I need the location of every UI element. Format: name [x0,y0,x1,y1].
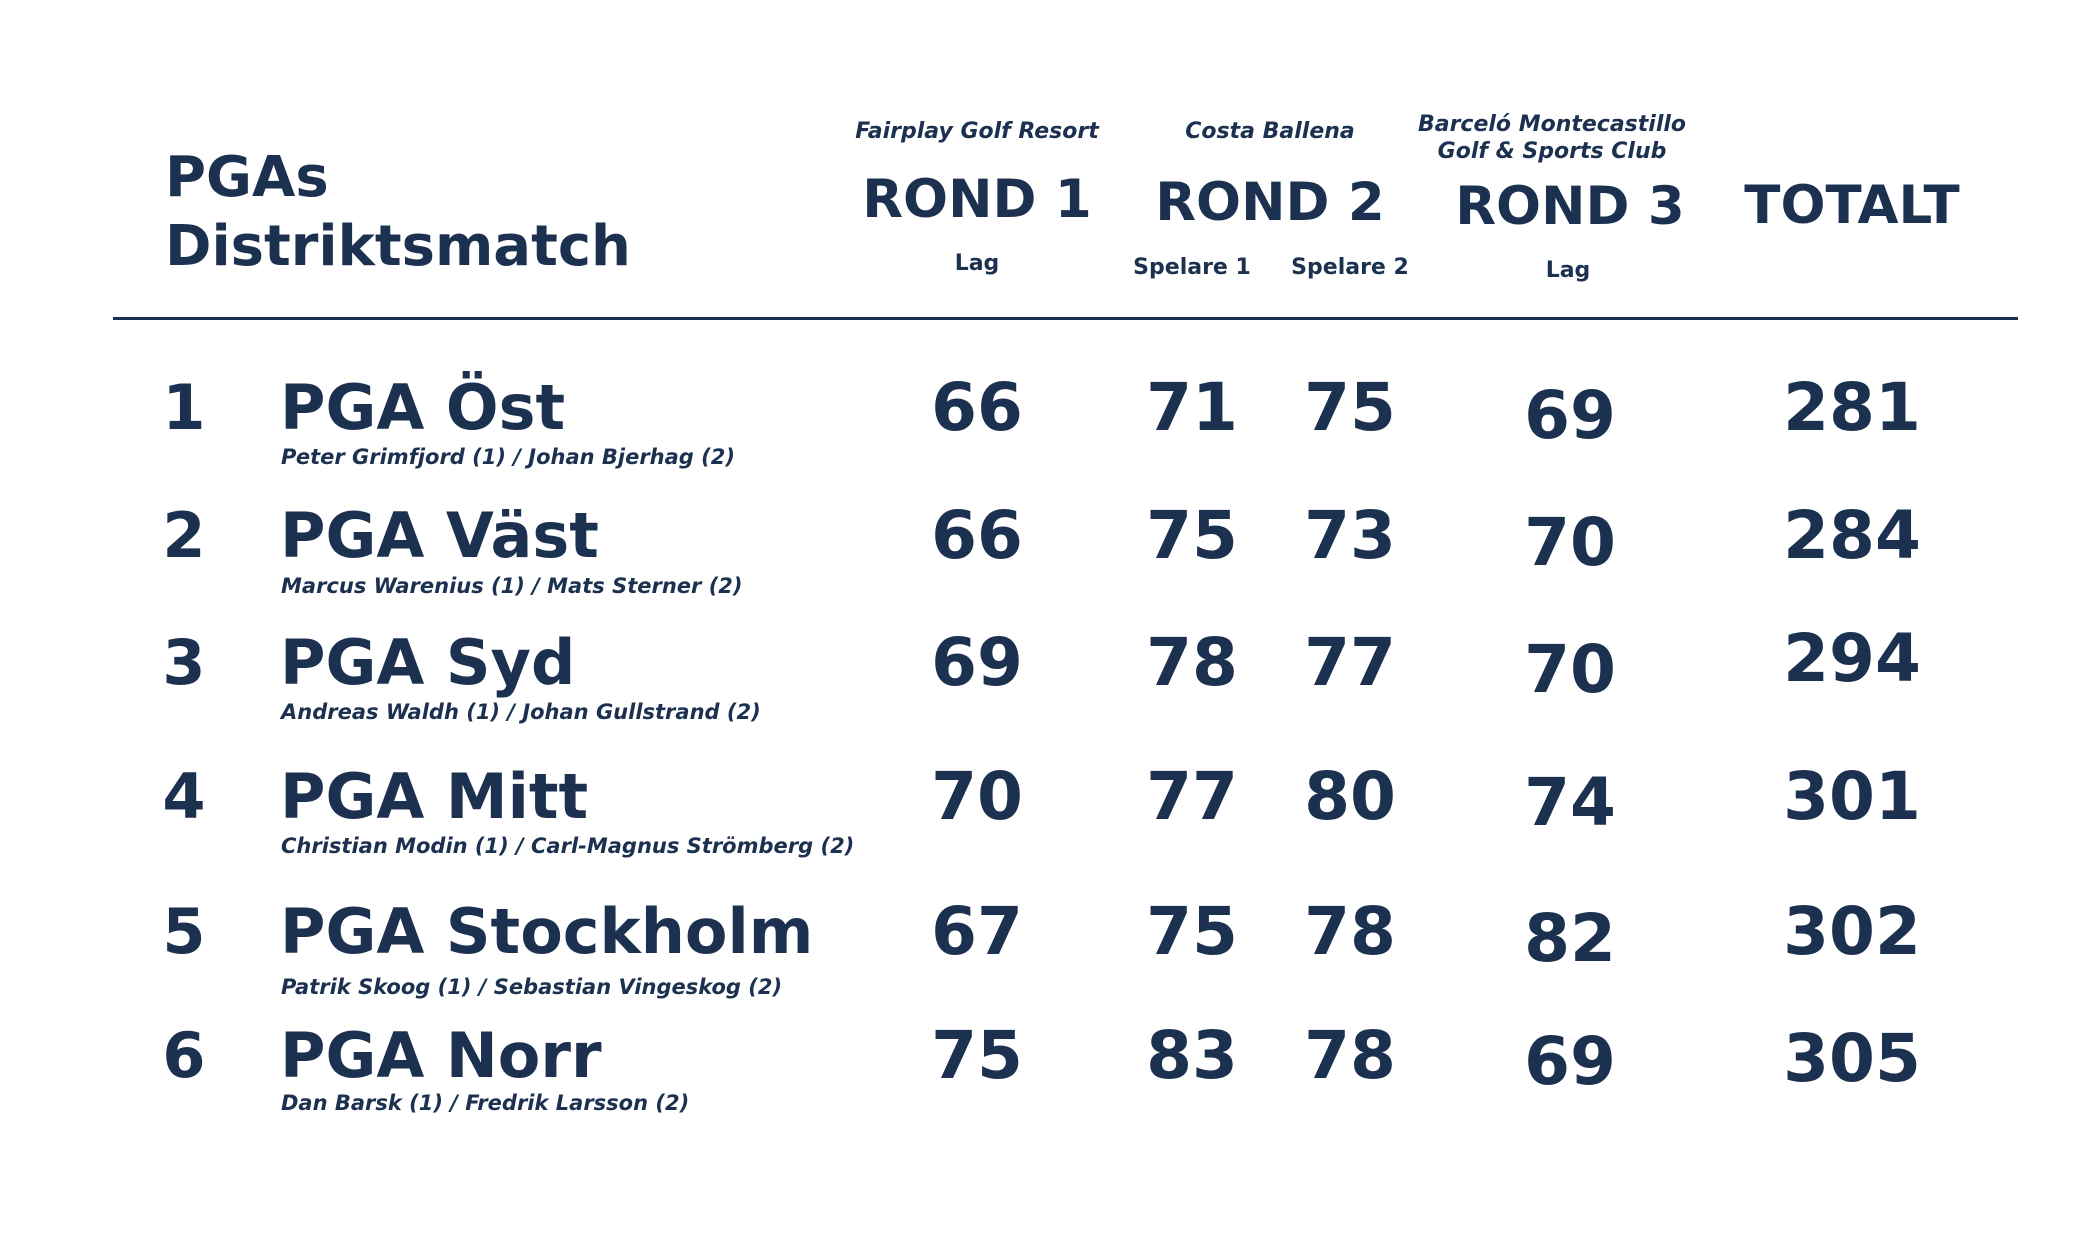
round2-player2-score: 80 [1304,758,1396,835]
round2-title: ROND 2 [1155,172,1385,233]
standings-row: 6 PGA Norr Dan Barsk (1) / Fredrik Larss… [0,1017,2083,1137]
total-score: 284 [1783,497,1921,574]
standings-row: 5 PGA Stockholm Patrik Skoog (1) / Sebas… [0,893,2083,1013]
total-score: 281 [1783,369,1921,446]
total-score: 302 [1783,893,1921,970]
round2-sublabel-player2: Spelare 2 [1291,255,1409,280]
total-score: 305 [1783,1020,1921,1097]
rank: 5 [162,895,206,968]
team-players: Patrik Skoog (1) / Sebastian Vingeskog (… [281,975,783,999]
round1-sublabel: Lag [954,251,1000,276]
page-title-line-1: PGAs [165,145,329,210]
team-name: PGA Norr [280,1019,602,1092]
round2-player2-score: 73 [1304,497,1396,574]
team-players: Andreas Waldh (1) / Johan Gullstrand (2) [281,700,761,724]
round3-score: 69 [1524,1023,1616,1100]
round2-player2-score: 77 [1304,624,1396,701]
round2-player1-score: 83 [1146,1017,1238,1094]
team-name: PGA Syd [280,626,576,699]
team-name: PGA Väst [280,499,599,572]
round3-score: 69 [1524,377,1616,454]
round1-title: ROND 1 [862,169,1092,230]
standings-row: 2 PGA Väst Marcus Warenius (1) / Mats St… [0,497,2083,617]
round3-venue-line-2: Golf & Sports Club [1437,139,1667,164]
total-score: 294 [1783,620,1921,697]
round3-score: 70 [1524,631,1616,708]
round2-player1-score: 75 [1146,497,1238,574]
total-title: TOTALT [1744,175,1960,236]
team-players: Christian Modin (1) / Carl-Magnus Strömb… [281,834,855,858]
team-name: PGA Öst [280,371,566,444]
rank: 6 [162,1019,206,1092]
round1-score: 75 [931,1017,1023,1094]
header-divider [113,317,2018,320]
team-players: Marcus Warenius (1) / Mats Sterner (2) [281,574,743,598]
round3-score: 74 [1524,764,1616,841]
round1-score: 66 [931,497,1023,574]
round2-player1-score: 78 [1146,624,1238,701]
team-name: PGA Stockholm [280,895,814,968]
rank: 3 [162,626,206,699]
round2-sublabel-player1: Spelare 1 [1133,255,1251,280]
round1-score: 69 [931,624,1023,701]
page-title-line-2: Distriktsmatch [165,214,631,279]
round3-venue-line-1: Barceló Montecastillo [1417,112,1687,137]
round3-score: 82 [1524,900,1616,977]
round1-score: 67 [931,893,1023,970]
total-score: 301 [1783,758,1921,835]
standings-row: 4 PGA Mitt Christian Modin (1) / Carl-Ma… [0,758,2083,878]
round1-venue: Fairplay Golf Resort [855,119,1099,144]
round2-player2-score: 75 [1304,369,1396,446]
rank: 1 [162,371,206,444]
round3-title: ROND 3 [1455,176,1685,237]
round2-player1-score: 77 [1146,758,1238,835]
round2-player1-score: 71 [1146,369,1238,446]
round2-player2-score: 78 [1304,1017,1396,1094]
rank: 2 [162,499,206,572]
team-name: PGA Mitt [280,760,589,833]
round2-venue: Costa Ballena [1185,119,1355,144]
rank: 4 [162,760,206,833]
team-players: Peter Grimfjord (1) / Johan Bjerhag (2) [281,445,735,469]
round1-score: 70 [931,758,1023,835]
standings-row: 1 PGA Öst Peter Grimfjord (1) / Johan Bj… [0,369,2083,489]
round3-score: 70 [1524,504,1616,581]
team-players: Dan Barsk (1) / Fredrik Larsson (2) [281,1091,690,1115]
round2-player2-score: 78 [1304,893,1396,970]
round2-player1-score: 75 [1146,893,1238,970]
standings-row: 3 PGA Syd Andreas Waldh (1) / Johan Gull… [0,620,2083,744]
round1-score: 66 [931,369,1023,446]
round3-sublabel: Lag [1545,258,1591,283]
